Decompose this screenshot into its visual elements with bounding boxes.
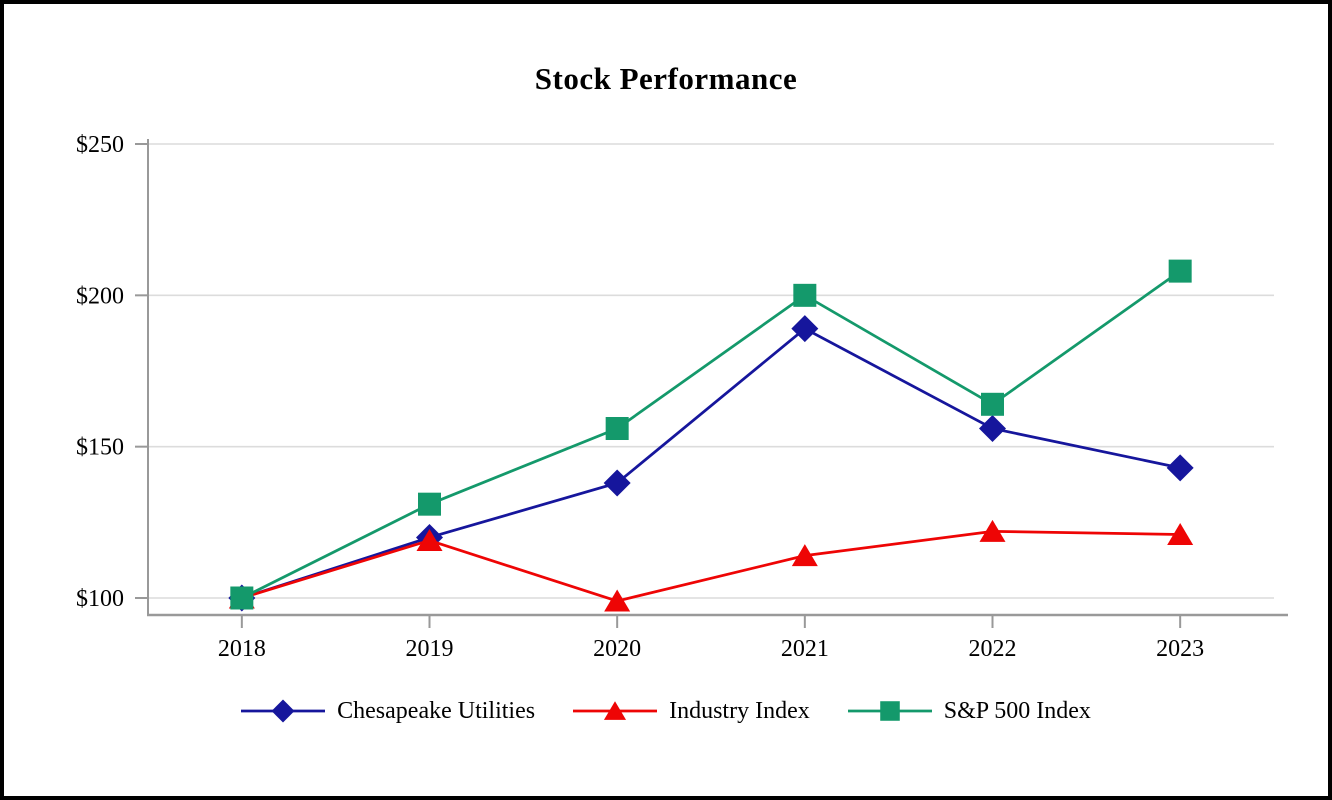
x-axis-tick-label-2021: 2021 (781, 636, 829, 662)
marker-chesapeake-utilities-2022 (979, 415, 1006, 443)
series-line-s-p-500-index (241, 269, 1181, 600)
legend-item-industry-index: Industry Index (573, 695, 810, 727)
series-industry-index (228, 519, 1194, 612)
marker-industry-index-2023 (1167, 522, 1194, 545)
marker-chesapeake-utilities-2020 (603, 469, 631, 497)
marker-s-p-500-index-2022 (981, 392, 1004, 416)
legend-marker-diamond-icon (241, 699, 326, 723)
y-axis-tick-label-150: $150 (76, 435, 124, 461)
marker-industry-index-2021 (791, 544, 818, 567)
legend-glyph-s-p-500-index (879, 701, 900, 721)
y-axis-tick-label-100: $100 (76, 586, 124, 612)
y-axis-tick-label-250: $250 (76, 132, 124, 158)
marker-industry-index-2022 (979, 519, 1006, 542)
series-line-industry-index (241, 530, 1181, 603)
stock-performance-line-chart: $100 $150 $200 $250 2018 2019 2020 2021 2022 2023 (76, 132, 1288, 662)
series-chesapeake-utilities (228, 315, 1194, 612)
marker-chesapeake-utilities-2023 (1166, 454, 1194, 482)
marker-s-p-500-index-2018 (230, 586, 254, 610)
x-axis-tick-label-2023: 2023 (1156, 636, 1204, 662)
legend-glyph-chesapeake-utilities (271, 699, 295, 723)
y-axis-tick-label-200: $200 (76, 283, 124, 309)
series-line-chesapeake-utilities (241, 326, 1181, 600)
marker-s-p-500-index-2019 (418, 492, 441, 516)
legend-item-s-p-500-index: S&P 500 Index (847, 695, 1091, 727)
chart-title: Stock Performance (534, 61, 798, 96)
chart-legend: Chesapeake Utilities Industry Index S&P 50… (4, 695, 1328, 727)
legend-marker-triangle-icon (573, 701, 658, 720)
legend-glyph-industry-index (604, 701, 627, 720)
x-axis-tick-label-2020: 2020 (593, 636, 641, 662)
legend-marker-square-icon (847, 701, 932, 721)
x-axis-tick-label-2018: 2018 (218, 636, 266, 662)
marker-s-p-500-index-2023 (1168, 259, 1192, 283)
marker-industry-index-2020 (604, 589, 631, 612)
marker-chesapeake-utilities-2021 (791, 315, 819, 343)
series-s-p-500-index (230, 259, 1192, 610)
legend-label-chesapeake-utilities: Chesapeake Utilities (337, 697, 536, 724)
legend-label-industry-index: Industry Index (669, 697, 810, 724)
marker-s-p-500-index-2020 (605, 417, 629, 441)
legend-item-chesapeake-utilities: Chesapeake Utilities (241, 695, 535, 727)
x-axis-tick-label-2019: 2019 (406, 636, 454, 662)
x-axis-tick-label-2022: 2022 (969, 636, 1017, 662)
legend-label-s-p-500-index: S&P 500 Index (943, 697, 1091, 724)
marker-industry-index-2019 (416, 528, 443, 551)
marker-s-p-500-index-2021 (793, 283, 817, 307)
